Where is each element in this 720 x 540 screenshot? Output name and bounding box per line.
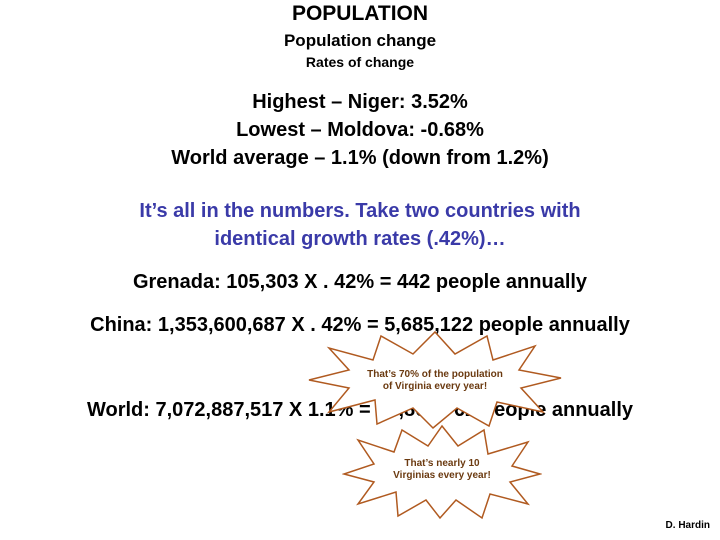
starburst-shape	[308, 330, 562, 430]
stat-highest: Highest – Niger: 3.52%	[252, 91, 468, 113]
subheading: Rates of change	[305, 54, 415, 70]
callout-1-line-1: That’s 70% of the population	[367, 369, 503, 380]
callout-burst-virginia-share: That’s 70% of the population of Virginia…	[305, 330, 565, 430]
callout-1-line-2: of Virginia every year!	[382, 381, 488, 392]
rate-stats: Highest – Niger: 3.52% Lowest – Moldova:…	[0, 88, 720, 172]
starburst-shape	[342, 424, 542, 520]
intro-line-1: It’s all in the numbers. Take two countr…	[139, 200, 581, 222]
callout-burst-virginias: That’s nearly 10 Virginias every year!	[342, 424, 542, 520]
author-credit: D. Hardin	[665, 520, 710, 531]
subtitle: Population change	[283, 31, 437, 50]
stat-lowest: Lowest – Moldova: -0.68%	[236, 119, 484, 141]
example-grenada: Grenada: 105,303 X . 42% = 442 people an…	[132, 271, 588, 293]
intro-line-2: identical growth rates (.42%)…	[214, 228, 506, 250]
stat-world-average: World average – 1.1% (down from 1.2%)	[171, 147, 549, 169]
callout-2-line-1: That’s nearly 10	[404, 458, 480, 469]
example-china: China: 1,353,600,687 X . 42% = 5,685,122…	[90, 314, 630, 336]
intro-text: It’s all in the numbers. Take two countr…	[0, 197, 720, 253]
callout-2-line-2: Virginias every year!	[393, 470, 491, 481]
page-title: POPULATION	[291, 2, 429, 25]
